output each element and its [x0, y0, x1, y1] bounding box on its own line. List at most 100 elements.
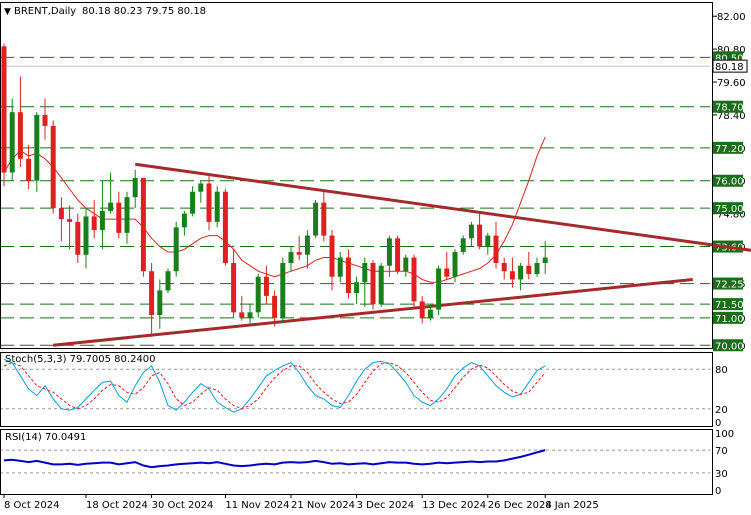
- level-label: 80.50: [715, 53, 744, 64]
- stoch-main-line: [3, 358, 546, 413]
- candle-bull: [165, 271, 171, 291]
- symbol-label: BRENT,Daily: [14, 6, 76, 17]
- stoch-axis-label: 20: [715, 405, 728, 416]
- candle-bull: [427, 309, 433, 318]
- level-label: 76.00: [715, 177, 744, 188]
- candle-bear: [263, 276, 269, 296]
- time-axis-label: 8 Jan 2025: [545, 500, 599, 511]
- stochastic-panel[interactable]: 80 20 0: [0, 358, 728, 429]
- candle-bull: [304, 235, 310, 255]
- time-axis-label: 11 Nov 2024: [225, 500, 289, 511]
- level-label-box: [713, 277, 743, 290]
- candle-bull: [460, 238, 466, 253]
- candle-bear: [477, 224, 483, 247]
- candle-bear: [395, 238, 401, 272]
- candle-bear: [91, 216, 97, 231]
- level-label: 70.00: [715, 341, 744, 352]
- level-label: 77.20: [715, 144, 744, 155]
- stoch-signal-line: [3, 362, 546, 410]
- candle-bull: [9, 112, 15, 173]
- panel-frame-1: [0, 352, 713, 427]
- candle-bear: [42, 114, 48, 126]
- candle-bear: [272, 295, 278, 318]
- level-label-box: [713, 339, 743, 352]
- candle-bull: [280, 263, 286, 318]
- panel-frame-0: [0, 2, 713, 349]
- candle-bear: [509, 271, 515, 280]
- stoch-title: Stoch(5,3,3) 79.7005 80.2400: [5, 354, 156, 365]
- candle-bear: [444, 268, 450, 277]
- candle-bear: [26, 158, 32, 181]
- level-label: 71.00: [715, 314, 744, 325]
- stoch-axis-label: 0: [715, 418, 721, 429]
- candle-bear: [345, 257, 351, 294]
- rsi-axis-label: 30: [715, 469, 728, 480]
- price-axis-label: 79.60: [717, 78, 746, 89]
- candle-bear: [206, 183, 212, 222]
- candle-bull: [518, 265, 524, 280]
- candle-bear: [296, 252, 302, 255]
- candle-bear: [231, 263, 237, 313]
- candle-bear: [50, 125, 56, 209]
- candle-bear: [239, 312, 245, 318]
- candle-bear: [140, 178, 146, 272]
- candle-bull: [362, 263, 368, 283]
- candle-bull: [173, 227, 179, 272]
- price-axis-label: 82.00: [717, 12, 746, 23]
- candle-bull: [99, 210, 105, 231]
- stoch-axis-label: 80: [715, 365, 728, 376]
- time-axis-label: 8 Oct 2024: [4, 500, 59, 511]
- candle-bull: [247, 312, 253, 318]
- rsi-line: [3, 449, 546, 469]
- candle-bear: [149, 271, 155, 316]
- candle-bull: [378, 265, 384, 305]
- candle-bear: [1, 46, 7, 173]
- rsi-panel[interactable]: 100 70 30 0: [0, 429, 734, 497]
- candle-bear: [17, 112, 23, 159]
- candle-bull: [534, 263, 540, 274]
- price-axis-label: 80.80: [717, 45, 746, 56]
- candle-bear: [222, 191, 228, 263]
- candle-bull: [83, 216, 89, 255]
- candle-bull: [403, 257, 409, 272]
- current-price-label: 80.18: [715, 62, 744, 73]
- candle-bear: [329, 235, 335, 277]
- candle-bull: [337, 257, 343, 277]
- candle-bull: [214, 191, 220, 222]
- candle-bull: [468, 224, 474, 239]
- panel-frame-2: [0, 429, 713, 495]
- level-label: 75.00: [715, 204, 744, 215]
- price-axis-label: 74.80: [717, 210, 746, 221]
- candle-bear: [419, 301, 425, 318]
- time-axis-label: 18 Oct 2024: [86, 500, 148, 511]
- level-label: 71.50: [715, 300, 744, 311]
- candle-bull: [255, 276, 261, 313]
- level-label-box: [713, 202, 743, 215]
- collapse-triangle-icon[interactable]: ▼: [4, 7, 11, 17]
- candle-bull: [181, 213, 187, 228]
- candle-bear: [75, 221, 81, 255]
- panel-headers: ▼ BRENT,Daily 80.18 80.23 79.75 80.18 St…: [4, 6, 206, 443]
- candle-bear: [493, 235, 499, 263]
- candle-bull: [354, 282, 360, 294]
- time-axis: 8 Oct 2024 18 Oct 2024 30 Oct 2024 11 Nov 2…: [3, 494, 599, 511]
- time-axis-label: 26 Dec 2024: [488, 500, 552, 511]
- time-axis-label: 21 Nov 2024: [291, 500, 355, 511]
- rsi-axis-label: 0: [715, 486, 721, 497]
- candle-bull: [452, 252, 458, 277]
- candle-bull: [124, 197, 130, 233]
- price-panel[interactable]: 82.0080.8079.6078.4077.2076.0074.8073.60…: [0, 12, 751, 352]
- level-label-box: [713, 311, 743, 324]
- price-axis-label: 78.40: [717, 111, 746, 122]
- candle-bear: [116, 202, 122, 233]
- rsi-axis-label: 100: [715, 429, 734, 440]
- candle-bull: [190, 191, 196, 214]
- candle-bear: [67, 219, 73, 222]
- time-axis-label: 3 Dec 2024: [357, 500, 415, 511]
- candle-bear: [370, 263, 376, 305]
- level-label: 78.70: [715, 103, 744, 114]
- ohlc-values: 80.18 80.23 79.75 80.18: [82, 6, 206, 17]
- trendline-0: [134, 162, 751, 252]
- rsi-axis-label: 70: [715, 446, 728, 457]
